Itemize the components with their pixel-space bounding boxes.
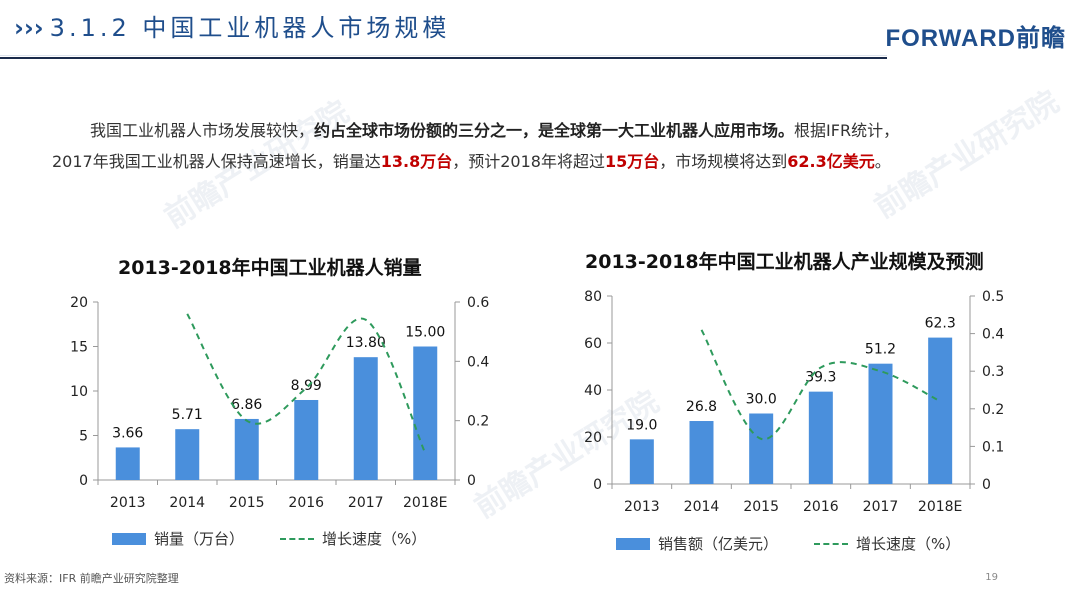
x-tick-label: 2013 bbox=[624, 499, 660, 515]
y-tick-label: 5 bbox=[79, 429, 88, 445]
y2-tick-label: 0.2 bbox=[467, 414, 489, 430]
bar-data-label: 5.71 bbox=[172, 407, 203, 423]
x-tick-label: 2014 bbox=[684, 499, 720, 515]
y-tick-label: 0 bbox=[79, 473, 88, 489]
x-tick-label: 2015 bbox=[743, 499, 779, 515]
y2-tick-label: 0 bbox=[982, 477, 991, 493]
bar bbox=[115, 447, 140, 480]
brand-logo: FORWARD前瞻 bbox=[885, 25, 1066, 52]
intro-text: ，市场规模将达到 bbox=[659, 152, 788, 171]
bar bbox=[689, 421, 714, 484]
x-tick-label: 2018E bbox=[918, 499, 962, 515]
page-number: 19 bbox=[985, 572, 998, 583]
source-note: 资料来源：IFR 前瞻产业研究院整理 bbox=[4, 572, 179, 585]
y2-tick-label: 0.6 bbox=[467, 295, 489, 311]
legend-line-swatch bbox=[814, 542, 849, 545]
legend-market-size: 销售额（亿美元） 增长速度（%） bbox=[616, 533, 960, 554]
bar-data-label: 19.0 bbox=[626, 417, 657, 433]
y2-tick-label: 0.3 bbox=[982, 364, 1004, 380]
bar bbox=[749, 413, 774, 484]
y2-tick-label: 0.1 bbox=[982, 439, 1004, 455]
intro-line-2: 2017年我国工业机器人保持高速增长，销量达13.8万台，预计2018年将超过1… bbox=[52, 146, 1052, 177]
x-tick-label: 2015 bbox=[229, 495, 265, 511]
legend-line-label: 增长速度（%） bbox=[322, 530, 427, 548]
bar bbox=[234, 418, 259, 480]
intro-text: ，预计2018年将超过 bbox=[452, 152, 605, 171]
legend-line-swatch bbox=[280, 537, 315, 540]
legend-bar-label: 销售额（亿美元） bbox=[658, 535, 779, 553]
chart-sales-volume: 0 5 10 15 20 0 0.2 0.4 0.6 2013 2014 2015 2016 2017 20… bbox=[70, 295, 489, 511]
x-tick-label: 2018E bbox=[403, 495, 447, 511]
bar bbox=[629, 439, 654, 484]
growth-rate-line bbox=[700, 329, 941, 440]
bar-data-label: 51.2 bbox=[865, 342, 896, 358]
bar bbox=[353, 357, 378, 480]
y-tick-label: 80 bbox=[584, 289, 602, 305]
bar bbox=[175, 429, 200, 480]
page-title: ››› 3.1.2 中国工业机器人市场规模 bbox=[14, 8, 450, 43]
y2-tick-label: 0 bbox=[467, 473, 476, 489]
header-divider-light bbox=[0, 55, 887, 56]
bar bbox=[928, 337, 953, 484]
y-tick-label: 15 bbox=[70, 340, 88, 356]
y-tick-label: 60 bbox=[584, 336, 602, 352]
legend-line-label: 增长速度（%） bbox=[856, 535, 961, 553]
x-tick-label: 2014 bbox=[169, 495, 205, 511]
y-tick-label: 40 bbox=[584, 383, 602, 399]
intro-emphasis: 约占全球市场份额的三分之一，是全球第一大工业机器人应用市场。 bbox=[314, 121, 795, 140]
y-tick-label: 10 bbox=[70, 384, 88, 400]
x-tick-label: 2013 bbox=[110, 495, 146, 511]
intro-line-1: 我国工业机器人市场发展较快，约占全球市场份额的三分之一，是全球第一大工业机器人应… bbox=[52, 115, 1052, 146]
intro-highlight: 62.3亿美元 bbox=[787, 152, 875, 171]
bar bbox=[868, 363, 893, 484]
chevron-right-icon: ››› bbox=[14, 14, 44, 42]
y2-tick-label: 0.2 bbox=[982, 402, 1004, 418]
y2-tick-label: 0.4 bbox=[982, 327, 1004, 343]
intro-text: 我国工业机器人市场发展较快， bbox=[90, 121, 315, 140]
bar-data-label: 15.00 bbox=[405, 325, 445, 341]
bar-data-label: 3.66 bbox=[112, 425, 143, 441]
x-tick-label: 2017 bbox=[348, 495, 384, 511]
x-tick-label: 2017 bbox=[863, 499, 899, 515]
chart-title-sales: 2013-2018年中国工业机器人销量 bbox=[118, 257, 422, 279]
legend-bar-label: 销量（万台） bbox=[154, 530, 245, 548]
x-tick-label: 2016 bbox=[288, 495, 324, 511]
bar-data-label: 39.3 bbox=[805, 370, 836, 386]
legend-sales: 销量（万台） 增长速度（%） bbox=[112, 528, 426, 549]
bar-data-label: 13.80 bbox=[346, 335, 386, 351]
legend-bar-swatch bbox=[616, 537, 650, 550]
bar bbox=[808, 391, 833, 484]
intro-text: 根据IFR统计， bbox=[794, 121, 900, 140]
chart-market-size: 0 20 40 60 80 0 0.1 0.2 0.3 0.4 0.5 2013 2014 2015 201… bbox=[584, 289, 1004, 515]
header-divider bbox=[0, 57, 887, 59]
bar-data-label: 26.8 bbox=[686, 399, 717, 415]
bar-data-label: 6.86 bbox=[231, 397, 262, 413]
chart-title-market-size: 2013-2018年中国工业机器人产业规模及预测 bbox=[585, 251, 984, 273]
intro-text: 。 bbox=[874, 152, 891, 171]
intro-paragraph: 我国工业机器人市场发展较快，约占全球市场份额的三分之一，是全球第一大工业机器人应… bbox=[52, 115, 1052, 177]
y-tick-label: 20 bbox=[70, 295, 88, 311]
x-tick-label: 2016 bbox=[803, 499, 839, 515]
y-tick-label: 0 bbox=[593, 477, 602, 493]
intro-text: 2017年我国工业机器人保持高速增长，销量达 bbox=[52, 152, 381, 171]
intro-highlight: 13.8万台 bbox=[380, 152, 453, 171]
y2-tick-label: 0.4 bbox=[467, 354, 489, 370]
intro-highlight: 15万台 bbox=[604, 152, 660, 171]
bar bbox=[413, 346, 438, 480]
y-tick-label: 20 bbox=[584, 430, 602, 446]
growth-rate-line bbox=[186, 313, 427, 454]
bar-data-label: 8.99 bbox=[291, 378, 322, 394]
bar-data-label: 30.0 bbox=[746, 392, 777, 408]
legend-bar-swatch bbox=[112, 532, 146, 545]
y2-tick-label: 0.5 bbox=[982, 289, 1004, 305]
bar bbox=[294, 399, 319, 480]
bar-data-label: 62.3 bbox=[925, 316, 956, 332]
page-title-text: 3.1.2 中国工业机器人市场规模 bbox=[49, 14, 451, 42]
